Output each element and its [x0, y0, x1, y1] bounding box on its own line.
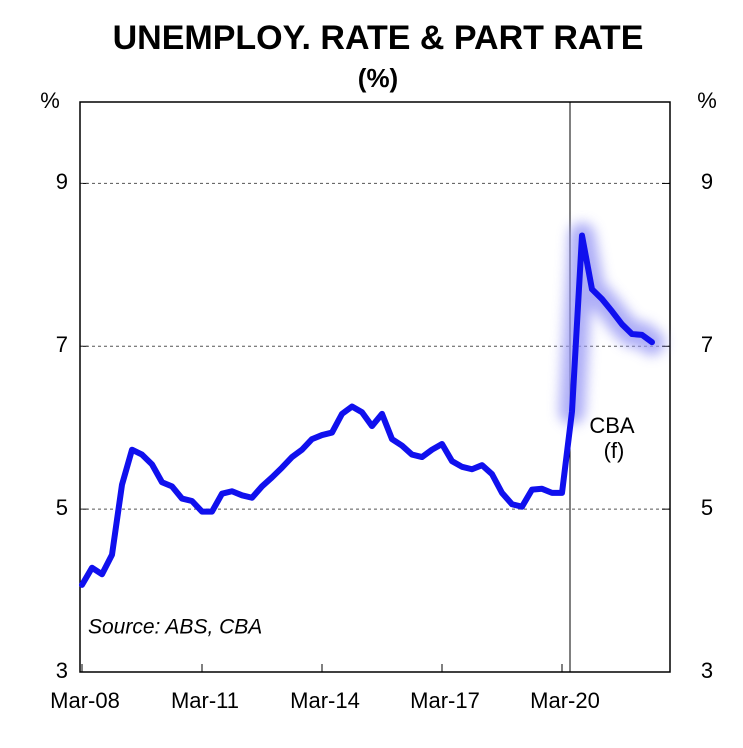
y-tick-label: 9	[56, 169, 68, 194]
source-note: Source: ABS, CBA	[88, 616, 262, 639]
chart-subtitle: (%)	[358, 63, 398, 93]
y2-tick-label: 5	[701, 495, 713, 520]
x-tick-label: Mar-20	[530, 688, 600, 713]
y-tick-label: 3	[56, 658, 68, 683]
y2-tick-label: 9	[701, 169, 713, 194]
line	[79, 232, 655, 588]
y-axis-label: %	[40, 88, 60, 113]
y-tick-label: 5	[56, 495, 68, 520]
x-tick-label: Mar-14	[290, 688, 360, 713]
y2-tick-label: 7	[701, 332, 713, 357]
annotation: CBA	[589, 413, 635, 438]
y2-tick-label: 3	[701, 658, 713, 683]
y-tick-label: 7	[56, 332, 68, 357]
annotation: (f)	[604, 438, 625, 463]
x-tick-label: Mar-17	[410, 688, 480, 713]
plot-frame	[79, 101, 671, 673]
x-tick-label: Mar-08	[50, 688, 120, 713]
y2-axis-label: %	[697, 88, 717, 113]
chart-title: UNEMPLOY. RATE & PART RATE	[113, 19, 644, 57]
x-tick-label: Mar-11	[171, 688, 239, 713]
